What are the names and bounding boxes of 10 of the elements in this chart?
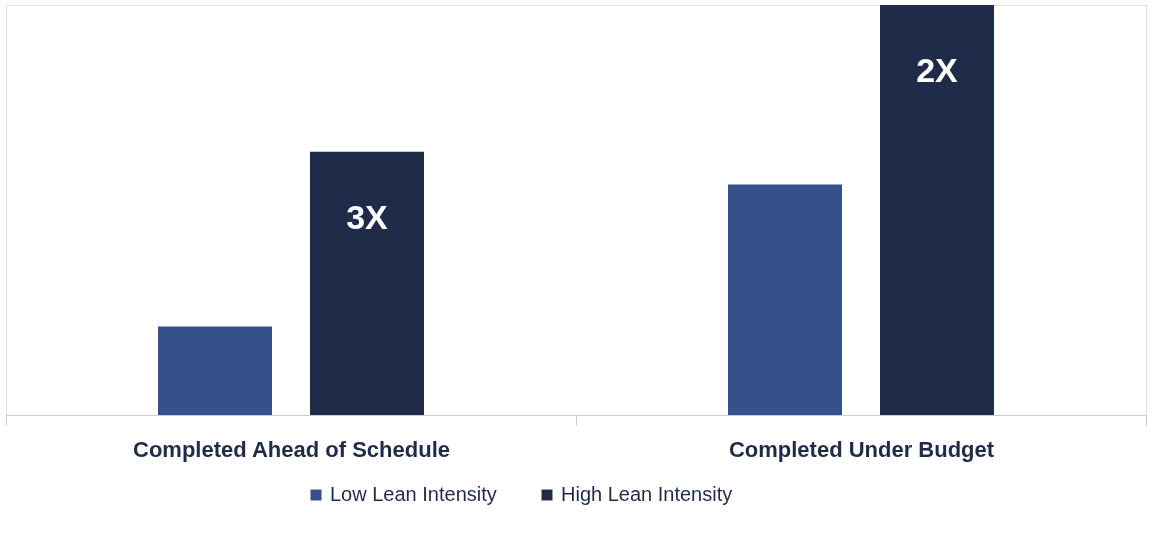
annotation: 3X	[346, 197, 389, 236]
x-tick-label: Completed Ahead of Schedule	[132, 436, 451, 462]
x-tick-label: Completed Under Budget	[728, 436, 995, 462]
annotation: 2X	[916, 51, 959, 89]
bar	[158, 326, 272, 415]
bar	[310, 151, 424, 415]
bar	[728, 184, 842, 415]
bar	[880, 5, 994, 415]
legend-label: Low Lean Intensity	[330, 483, 497, 505]
legend-label: High Lean Intensity	[561, 483, 733, 505]
